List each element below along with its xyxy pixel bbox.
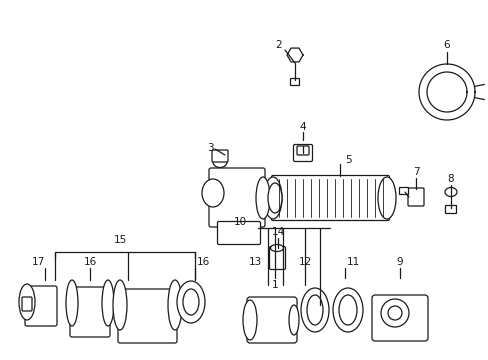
Text: 1: 1 [271, 280, 278, 290]
Ellipse shape [338, 295, 356, 325]
Ellipse shape [332, 288, 362, 332]
Text: 9: 9 [396, 257, 403, 267]
Text: 11: 11 [346, 257, 359, 267]
Ellipse shape [243, 300, 257, 340]
FancyBboxPatch shape [407, 188, 423, 206]
FancyBboxPatch shape [399, 188, 407, 194]
FancyBboxPatch shape [118, 289, 177, 343]
Text: 14: 14 [271, 227, 284, 237]
Text: 4: 4 [299, 122, 305, 132]
Ellipse shape [444, 188, 456, 197]
Text: 17: 17 [31, 257, 44, 267]
Text: 3: 3 [206, 143, 213, 153]
Text: 5: 5 [344, 155, 350, 165]
Text: 8: 8 [447, 174, 453, 184]
FancyBboxPatch shape [217, 221, 260, 244]
Text: 16: 16 [83, 257, 97, 267]
FancyBboxPatch shape [25, 286, 57, 326]
Text: 7: 7 [412, 167, 418, 177]
FancyBboxPatch shape [70, 287, 110, 337]
Ellipse shape [19, 284, 35, 320]
Text: 6: 6 [443, 40, 449, 50]
Text: 16: 16 [196, 257, 209, 267]
Text: 15: 15 [113, 235, 126, 245]
FancyBboxPatch shape [22, 297, 32, 311]
Ellipse shape [102, 280, 114, 326]
Ellipse shape [168, 280, 182, 330]
FancyBboxPatch shape [290, 78, 299, 86]
FancyBboxPatch shape [208, 168, 264, 227]
Ellipse shape [264, 177, 282, 219]
Ellipse shape [306, 295, 323, 325]
Ellipse shape [270, 244, 283, 252]
FancyBboxPatch shape [212, 150, 227, 162]
Ellipse shape [288, 305, 298, 335]
Text: 2: 2 [275, 40, 282, 50]
Ellipse shape [177, 281, 204, 323]
FancyBboxPatch shape [371, 295, 427, 341]
Ellipse shape [301, 288, 328, 332]
Ellipse shape [66, 280, 78, 326]
Text: 13: 13 [248, 257, 261, 267]
Ellipse shape [183, 289, 199, 315]
Ellipse shape [380, 299, 408, 327]
FancyBboxPatch shape [445, 206, 456, 213]
FancyBboxPatch shape [296, 146, 308, 155]
FancyBboxPatch shape [246, 297, 296, 343]
Ellipse shape [377, 177, 395, 219]
FancyBboxPatch shape [271, 176, 389, 220]
Ellipse shape [387, 306, 401, 320]
Text: 12: 12 [298, 257, 311, 267]
Ellipse shape [256, 177, 269, 219]
Ellipse shape [202, 179, 224, 207]
FancyBboxPatch shape [293, 144, 312, 162]
Text: 10: 10 [233, 217, 246, 227]
Ellipse shape [267, 183, 282, 213]
Ellipse shape [113, 280, 127, 330]
FancyBboxPatch shape [269, 247, 285, 270]
Ellipse shape [213, 157, 226, 167]
